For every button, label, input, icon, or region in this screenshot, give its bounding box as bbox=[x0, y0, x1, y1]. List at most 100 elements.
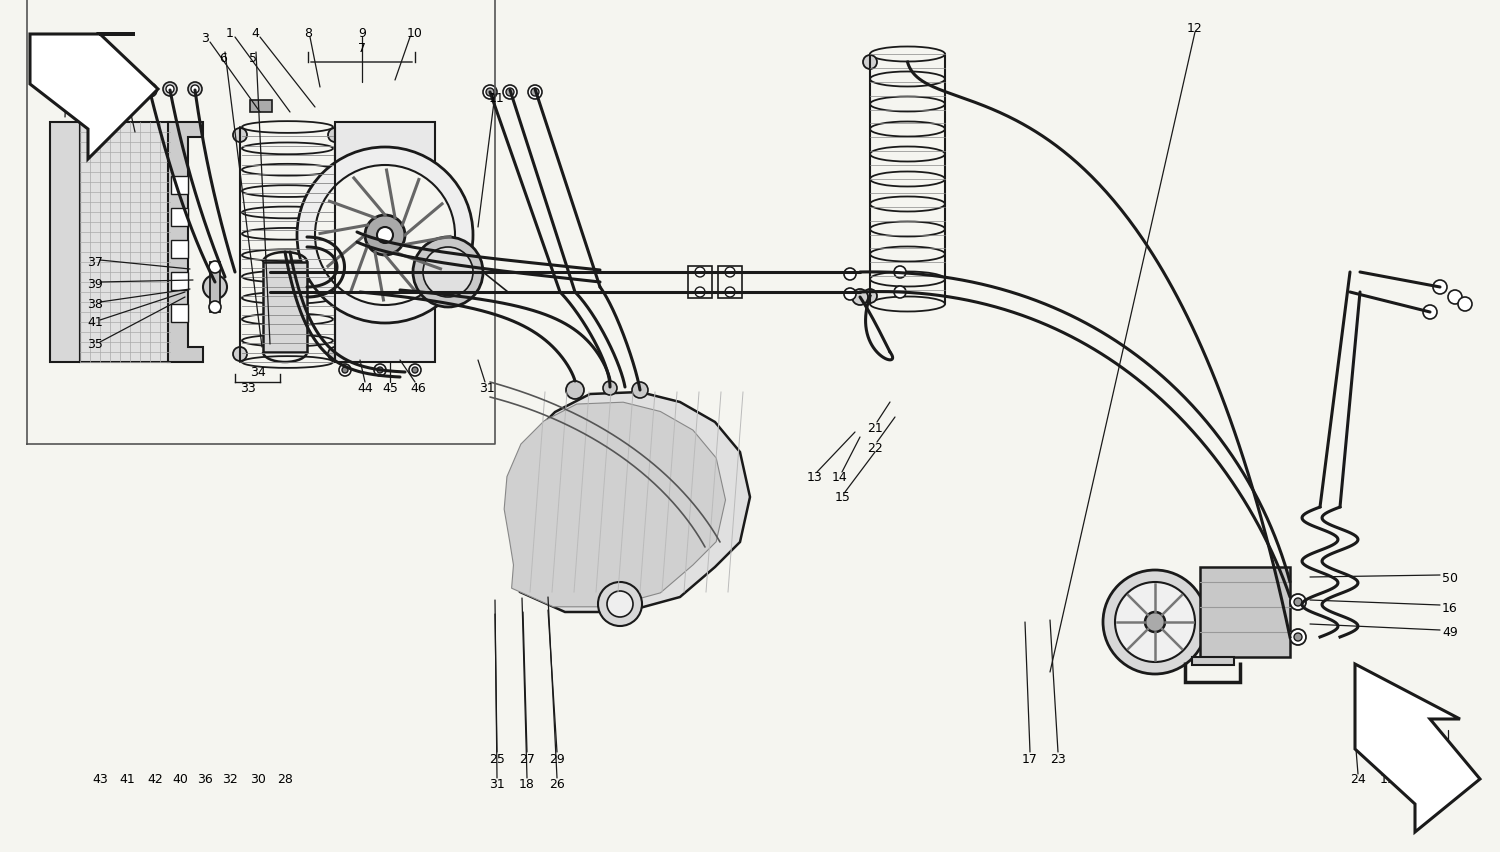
Circle shape bbox=[232, 348, 248, 361]
Polygon shape bbox=[504, 403, 726, 607]
Text: 25: 25 bbox=[489, 752, 506, 766]
Circle shape bbox=[423, 248, 472, 297]
Text: 19: 19 bbox=[1380, 773, 1396, 786]
Circle shape bbox=[1458, 297, 1472, 312]
Circle shape bbox=[166, 86, 174, 94]
Circle shape bbox=[1424, 306, 1437, 320]
Polygon shape bbox=[512, 393, 750, 613]
Polygon shape bbox=[30, 35, 158, 160]
Text: 31: 31 bbox=[478, 381, 495, 394]
Circle shape bbox=[202, 276, 226, 300]
Bar bbox=[1192, 657, 1234, 665]
Circle shape bbox=[608, 591, 633, 618]
Circle shape bbox=[374, 365, 386, 377]
Circle shape bbox=[142, 83, 158, 98]
Circle shape bbox=[844, 268, 856, 280]
Circle shape bbox=[413, 238, 483, 308]
Text: 41: 41 bbox=[118, 773, 135, 786]
Bar bbox=[262, 262, 308, 353]
Circle shape bbox=[164, 83, 177, 97]
Bar bbox=[50, 123, 80, 363]
Circle shape bbox=[410, 365, 422, 377]
Polygon shape bbox=[168, 123, 202, 363]
Text: 26: 26 bbox=[549, 778, 566, 791]
Text: 32: 32 bbox=[222, 773, 238, 786]
Circle shape bbox=[483, 86, 496, 100]
Circle shape bbox=[315, 166, 454, 306]
Circle shape bbox=[486, 89, 494, 97]
Text: 34: 34 bbox=[251, 365, 266, 378]
Text: 15: 15 bbox=[836, 491, 850, 504]
Circle shape bbox=[531, 89, 538, 97]
Circle shape bbox=[506, 89, 515, 97]
Circle shape bbox=[603, 382, 616, 395]
Bar bbox=[718, 267, 742, 299]
Circle shape bbox=[209, 302, 220, 314]
Text: 30: 30 bbox=[251, 773, 266, 786]
Text: 50: 50 bbox=[1442, 571, 1458, 584]
Circle shape bbox=[1290, 595, 1306, 610]
Text: 44: 44 bbox=[357, 381, 374, 394]
Circle shape bbox=[724, 288, 735, 297]
Circle shape bbox=[862, 290, 877, 303]
Text: 41: 41 bbox=[87, 316, 104, 329]
Bar bbox=[210, 262, 220, 313]
Text: 28: 28 bbox=[278, 773, 292, 786]
Circle shape bbox=[852, 290, 868, 306]
Bar bbox=[171, 177, 188, 195]
Text: 42: 42 bbox=[147, 773, 164, 786]
Circle shape bbox=[209, 262, 220, 273]
Text: 21: 21 bbox=[867, 421, 883, 434]
Circle shape bbox=[632, 383, 648, 399]
Circle shape bbox=[528, 86, 542, 100]
Circle shape bbox=[503, 86, 518, 100]
Circle shape bbox=[190, 86, 200, 94]
Text: 16: 16 bbox=[1442, 601, 1458, 613]
Text: 7: 7 bbox=[358, 42, 366, 55]
Circle shape bbox=[694, 288, 705, 297]
Text: 40: 40 bbox=[172, 773, 188, 786]
Circle shape bbox=[1144, 613, 1166, 632]
Text: 45: 45 bbox=[382, 381, 398, 394]
Circle shape bbox=[328, 129, 342, 143]
Circle shape bbox=[146, 87, 154, 95]
Bar bbox=[1200, 567, 1290, 657]
Bar bbox=[171, 209, 188, 227]
Text: 5: 5 bbox=[249, 51, 256, 65]
Circle shape bbox=[1294, 598, 1302, 607]
Circle shape bbox=[694, 268, 705, 278]
Bar bbox=[171, 241, 188, 259]
Circle shape bbox=[188, 83, 202, 97]
Text: 17: 17 bbox=[1022, 752, 1038, 766]
Text: 10: 10 bbox=[406, 26, 423, 39]
Polygon shape bbox=[1354, 665, 1480, 832]
Text: 27: 27 bbox=[519, 752, 536, 766]
Text: 9: 9 bbox=[358, 26, 366, 39]
Text: 11: 11 bbox=[489, 91, 506, 105]
Circle shape bbox=[724, 268, 735, 278]
Circle shape bbox=[376, 227, 393, 244]
Circle shape bbox=[894, 267, 906, 279]
Text: 47: 47 bbox=[80, 51, 96, 65]
Circle shape bbox=[342, 367, 348, 373]
Circle shape bbox=[297, 148, 472, 324]
Circle shape bbox=[1114, 582, 1196, 662]
Text: 2: 2 bbox=[112, 51, 122, 65]
Bar bbox=[171, 273, 188, 291]
Circle shape bbox=[376, 367, 382, 373]
Bar bbox=[334, 123, 435, 363]
Circle shape bbox=[844, 289, 856, 301]
Text: 18: 18 bbox=[1440, 773, 1456, 786]
Text: 39: 39 bbox=[87, 278, 104, 291]
Text: 6: 6 bbox=[219, 51, 226, 65]
Circle shape bbox=[1432, 280, 1448, 295]
Text: 37: 37 bbox=[87, 256, 104, 269]
Text: 43: 43 bbox=[92, 773, 108, 786]
Circle shape bbox=[364, 216, 405, 256]
Text: 35: 35 bbox=[87, 338, 104, 351]
Text: 38: 38 bbox=[87, 298, 104, 311]
Circle shape bbox=[413, 367, 419, 373]
Text: 14: 14 bbox=[833, 471, 848, 484]
Text: 23: 23 bbox=[1050, 752, 1066, 766]
Text: 24: 24 bbox=[1350, 773, 1366, 786]
